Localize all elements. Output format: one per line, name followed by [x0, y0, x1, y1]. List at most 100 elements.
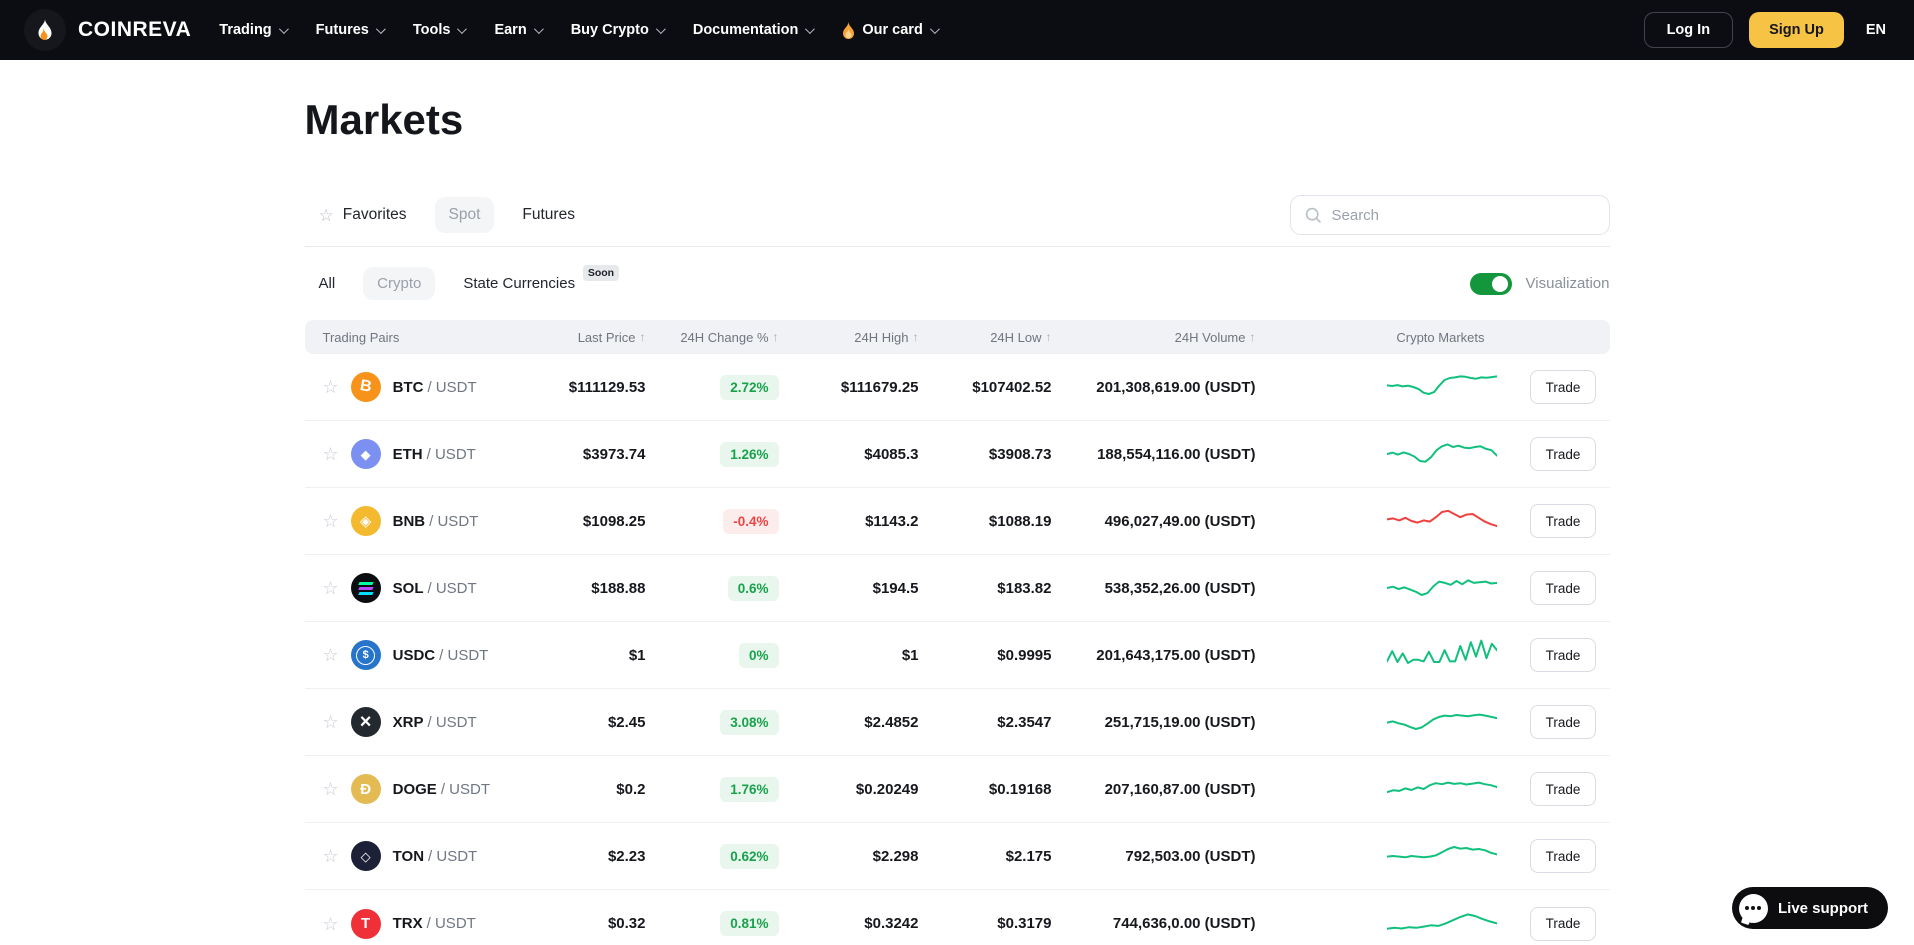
live-support-label: Live support: [1777, 899, 1868, 917]
nav-item-buy-crypto[interactable]: Buy Crypto: [571, 22, 666, 38]
sparkline-cell: [1262, 770, 1517, 808]
tab-futures-label: Futures: [522, 206, 575, 223]
nav-item-our-card[interactable]: Our card: [842, 21, 940, 39]
tab-favorites-label: Favorites: [342, 206, 407, 223]
volume-24h: 792,503.00 (USDT): [1125, 847, 1256, 865]
filter-all[interactable]: All: [318, 275, 336, 292]
high-24h: $0.3242: [864, 915, 919, 932]
change-cell: 1.26%: [652, 441, 785, 467]
xrp-coin-icon: ×: [350, 707, 381, 737]
favorite-star-button[interactable]: ☆: [322, 511, 339, 531]
favorite-star-button[interactable]: ☆: [322, 779, 339, 799]
tab-spot[interactable]: Spot: [434, 197, 495, 233]
signup-button[interactable]: Sign Up: [1749, 12, 1844, 48]
chat-bubble-icon: [1738, 893, 1768, 923]
change-badge: 1.76%: [720, 776, 779, 802]
pair-cell: ☆ × XRP / USDT: [305, 707, 535, 737]
pair-base: SOL: [392, 579, 424, 597]
nav-item-tools[interactable]: Tools: [413, 22, 468, 38]
brand-logo[interactable]: COINREVA: [24, 9, 191, 51]
change-cell: 3.08%: [652, 709, 785, 735]
pair-quote: / USDT: [429, 512, 479, 530]
high-24h: $194.5: [872, 579, 919, 597]
header-last-price[interactable]: Last Price ↑: [577, 329, 646, 345]
markets-page: Markets ☆ Favorites Spot Futures All: [304, 60, 1610, 945]
favorite-star-button[interactable]: ☆: [322, 712, 339, 732]
chevron-down-icon: [457, 23, 468, 34]
tab-futures[interactable]: Futures: [508, 197, 589, 233]
favorite-star-button[interactable]: ☆: [322, 645, 339, 665]
search-input[interactable]: [1331, 206, 1595, 224]
favorite-star-button[interactable]: ☆: [322, 846, 339, 866]
nav-item-documentation[interactable]: Documentation: [693, 22, 816, 38]
trade-button[interactable]: Trade: [1530, 370, 1596, 404]
price-sparkline-chart: [1386, 509, 1497, 528]
live-support-button[interactable]: Live support: [1731, 887, 1888, 929]
nav-item-futures[interactable]: Futures: [316, 22, 386, 38]
btc-coin-icon: B: [350, 372, 381, 402]
high-24h: $2.4852: [864, 713, 919, 731]
change-cell: -0.4%: [652, 508, 785, 534]
usdc-coin-icon: $: [350, 640, 381, 670]
last-price: $0.2: [616, 780, 646, 798]
last-price: $1: [628, 646, 646, 664]
sparkline-cell: [1262, 636, 1517, 674]
nav-item-trading[interactable]: Trading: [219, 22, 289, 38]
change-cell: 0%: [652, 642, 785, 668]
star-icon: ☆: [318, 205, 334, 225]
login-button[interactable]: Log In: [1643, 12, 1734, 48]
nav-item-earn[interactable]: Earn: [494, 22, 544, 38]
favorite-star-button[interactable]: ☆: [322, 444, 339, 464]
chevron-down-icon: [533, 23, 544, 34]
table-header: Trading Pairs Last Price ↑ 24H Change % …: [304, 320, 1610, 354]
pair-cell: ☆ SOL / USDT: [305, 573, 535, 603]
tabs-divider: [304, 246, 1610, 247]
market-tabs: ☆ Favorites Spot Futures: [305, 197, 589, 233]
table-row: ☆ SOL / USDT $188.88 0.6% $194.5 $183.82 …: [304, 555, 1610, 622]
filter-crypto[interactable]: Crypto: [363, 267, 436, 300]
favorite-star-button[interactable]: ☆: [322, 377, 339, 397]
header-24h-low[interactable]: 24H Low ↑: [990, 329, 1052, 345]
trade-button[interactable]: Trade: [1530, 571, 1596, 605]
trade-button[interactable]: Trade: [1530, 504, 1596, 538]
main-nav: Trading Futures Tools Earn Buy Crypto Do…: [219, 21, 1615, 39]
asset-filters: All Crypto State Currencies Soon: [305, 265, 620, 300]
tab-favorites[interactable]: ☆ Favorites: [305, 197, 421, 233]
favorite-star-button[interactable]: ☆: [322, 578, 339, 598]
favorite-star-button[interactable]: ☆: [322, 913, 339, 934]
pair-base: BNB: [392, 512, 426, 530]
pair-quote: / USDT: [426, 445, 476, 463]
low-24h: $183.82: [997, 579, 1052, 597]
pair-base: BTC: [392, 378, 424, 396]
soon-badge: Soon: [582, 265, 620, 281]
trade-button[interactable]: Trade: [1530, 772, 1596, 806]
trade-button[interactable]: Trade: [1530, 906, 1596, 941]
chevron-down-icon: [805, 23, 816, 34]
market-tabs-row: ☆ Favorites Spot Futures: [305, 194, 1610, 236]
low-24h: $0.3179: [997, 915, 1052, 932]
change-badge: 3.08%: [720, 709, 779, 735]
header-24h-volume[interactable]: 24H Volume ↑: [1174, 329, 1256, 345]
trade-button[interactable]: Trade: [1530, 705, 1596, 739]
trade-button[interactable]: Trade: [1530, 839, 1596, 873]
high-24h: $4085.3: [864, 445, 919, 463]
chevron-down-icon: [278, 23, 289, 34]
pair-base: USDC: [392, 646, 436, 664]
table-row: ☆ ◇ TON / USDT $2.23 0.62% $2.298 $2.175 …: [304, 823, 1610, 890]
sparkline-cell: [1262, 905, 1517, 943]
pair-quote: / USDT: [427, 378, 477, 396]
pair-cell: ☆ Ð DOGE / USDT: [305, 774, 535, 804]
sparkline-cell: [1262, 569, 1517, 607]
trade-button[interactable]: Trade: [1530, 638, 1596, 672]
visualization-label: Visualization: [1525, 275, 1610, 292]
search-box: [1289, 195, 1610, 235]
high-24h: $0.20249: [855, 780, 919, 798]
header-24h-change[interactable]: 24H Change % ↑: [680, 329, 779, 345]
header-24h-high[interactable]: 24H High ↑: [854, 329, 919, 345]
change-cell: 0.81%: [652, 911, 785, 936]
trade-button[interactable]: Trade: [1530, 437, 1596, 471]
language-selector[interactable]: EN: [1865, 22, 1886, 38]
sparkline-cell: [1262, 435, 1517, 473]
filter-state-currencies[interactable]: State Currencies Soon: [449, 265, 620, 300]
visualization-toggle[interactable]: [1469, 272, 1512, 295]
